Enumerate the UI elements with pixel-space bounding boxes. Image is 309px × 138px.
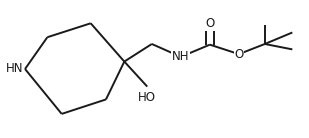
Text: HO: HO [138,91,156,104]
Text: HN: HN [6,63,23,75]
Text: O: O [205,17,214,30]
Text: O: O [234,48,243,61]
Text: NH: NH [172,50,190,63]
